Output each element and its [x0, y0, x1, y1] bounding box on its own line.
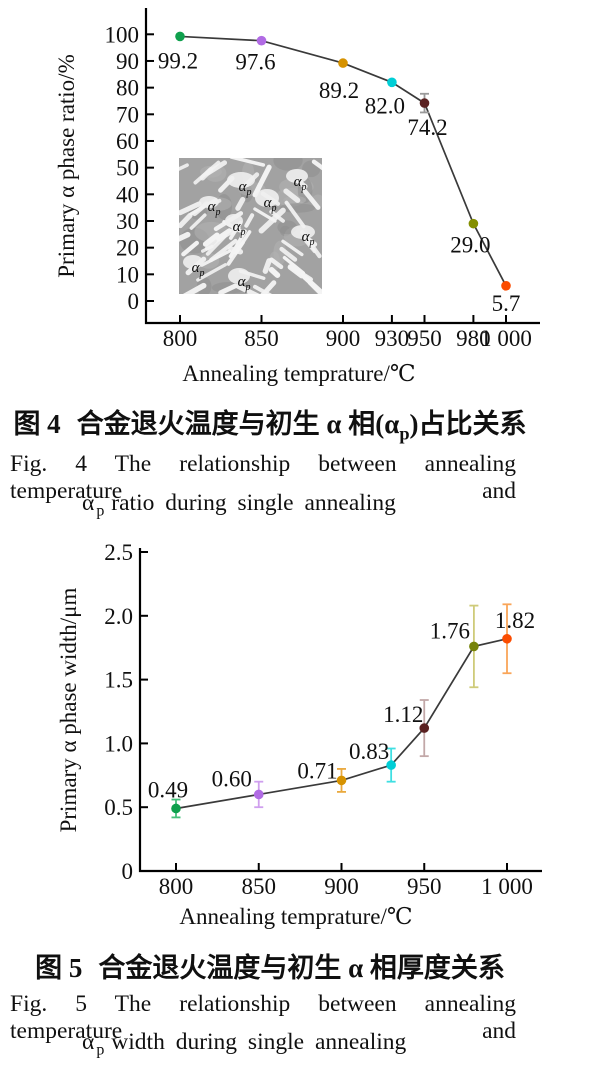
fig4-caption-zh: 图 4 合金退火温度与初生 α 相(αp)占比关系 [0, 408, 540, 449]
y-tick-label: 0 [122, 859, 134, 884]
y-axis-title: Primary α phase width/μm [56, 588, 81, 833]
value-label: 1.12 [383, 702, 423, 727]
fig4-caption-zh-text: 合金退火温度与初生 α 相(αp)占比关系 [76, 409, 527, 444]
x-tick-label: 850 [244, 326, 279, 351]
data-point [501, 280, 511, 291]
value-label: 0.60 [212, 766, 252, 791]
data-point [338, 58, 348, 68]
x-tick-label: 900 [326, 326, 361, 351]
data-point [171, 803, 181, 814]
y-tick-label: 0.5 [104, 795, 133, 820]
y-axis-title: Primary α phase ratio/% [54, 54, 79, 277]
alpha-symbol: α [82, 490, 95, 516]
x-tick-label: 800 [159, 874, 194, 899]
chart-fig5: 800 850 900 950 1 000 0 0.5 1.0 1.5 2.0 2.5 Anneali… [56, 540, 542, 929]
fig5-caption-zh-label: 图 5 [35, 953, 83, 983]
data-point [419, 98, 430, 108]
value-label: 89.2 [319, 78, 359, 103]
x-tick-label: 1 000 [480, 326, 532, 351]
data-point [253, 789, 264, 800]
x-axis-title: Annealing temprature/℃ [182, 361, 415, 386]
x-tick-label: 1 000 [481, 874, 533, 899]
x-tick-label: 950 [407, 874, 442, 899]
axis-lines [138, 548, 542, 873]
y-tick-label: 90 [116, 49, 139, 74]
data-point [502, 633, 512, 644]
fig4-caption-en-line1: Fig. 4 The relationship between annealin… [10, 451, 516, 504]
value-label: 1.82 [495, 608, 535, 633]
data-point [175, 31, 185, 42]
value-label: 82.0 [365, 93, 405, 118]
value-label: 0.83 [349, 739, 389, 764]
value-label: 99.2 [158, 48, 198, 73]
x-tick-label: 850 [242, 874, 277, 899]
value-label: 29.0 [450, 233, 490, 258]
y-tick-label: 2.5 [104, 540, 133, 565]
y-tick-label: 0 [128, 289, 140, 314]
value-label: 5.7 [492, 291, 521, 316]
axis-lines [144, 8, 540, 325]
data-point [469, 641, 479, 652]
value-label: 97.6 [235, 50, 275, 75]
y-tick-label: 60 [116, 129, 139, 154]
fig4-caption-en-line2: α p ratio during single annealing [82, 490, 396, 520]
y-tick-label: 1.0 [104, 731, 133, 756]
y-tick-label: 10 [116, 262, 139, 287]
x-tick-label: 930 [375, 326, 410, 351]
data-point [387, 77, 397, 88]
y-tick-label: 1.5 [104, 668, 133, 693]
fig5-caption-en-line1: Fig. 5 The relationship between annealin… [10, 991, 516, 1044]
y-tick-label: 40 [116, 182, 139, 207]
x-tick-label: 800 [163, 326, 198, 351]
data-point [336, 775, 347, 786]
data-point [419, 723, 430, 733]
value-label: 74.2 [407, 115, 447, 140]
fig4-caption-zh-label: 图 4 [13, 409, 61, 439]
x-tick-label: 980 [456, 326, 491, 351]
x-tick-label: 900 [324, 874, 359, 899]
y-tick-label: 100 [105, 22, 140, 47]
data-point [386, 760, 396, 770]
y-tick-label: 50 [116, 156, 139, 181]
value-label: 0.71 [297, 758, 337, 783]
y-tick-label: 30 [116, 209, 139, 234]
x-tick-label: 950 [407, 326, 442, 351]
y-tick-label: 80 [116, 76, 139, 101]
x-axis-title: Annealing temprature/℃ [179, 904, 412, 929]
y-tick-label: 20 [116, 236, 139, 261]
y-tick-label: 70 [116, 102, 139, 127]
data-point [468, 218, 479, 229]
alpha-symbol: α [82, 1029, 95, 1055]
value-label: 0.49 [148, 777, 188, 802]
fig5-caption-zh: 图 5 合金退火温度与初生 α 相厚度关系 [0, 952, 540, 984]
fig5-caption-en-line2: α p width during single annealing [82, 1029, 407, 1059]
value-label: 1.76 [430, 618, 470, 643]
y-tick-label: 2.0 [104, 604, 133, 629]
fig5-caption-zh-text: 合金退火温度与初生 α 相厚度关系 [98, 953, 505, 983]
data-point [256, 35, 267, 46]
